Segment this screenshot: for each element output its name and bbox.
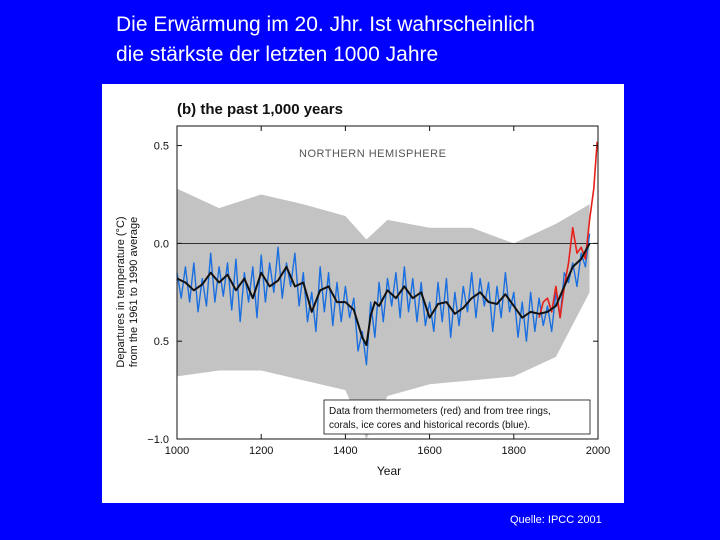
plot-area xyxy=(176,141,598,439)
y-axis-label-line-1: Departures in temperature (°C) xyxy=(115,216,127,367)
slide-title: Die Erwärmung im 20. Jhr. Ist wahrschein… xyxy=(116,10,676,70)
slide-title-line-1: Die Erwärmung im 20. Jhr. Ist wahrschein… xyxy=(116,13,535,36)
x-tick-label: 1800 xyxy=(502,445,526,457)
y-tick-label: 0.5 xyxy=(154,141,169,153)
legend-box xyxy=(323,399,591,435)
uncertainty-band xyxy=(177,188,590,439)
temperature-chart: (b) the past 1,000 years NORTHERN HEMISP… xyxy=(115,101,610,478)
y-tick-label: 0.0 xyxy=(154,238,169,250)
chart-title: (b) the past 1,000 years xyxy=(177,101,343,118)
figure-panel: (b) the past 1,000 years NORTHERN HEMISP… xyxy=(102,84,624,503)
y-axis-label-line-2: from the 1961 to 1990 average xyxy=(128,217,140,367)
smoothed-series-line xyxy=(176,242,591,347)
x-tick-label: 1400 xyxy=(333,445,357,457)
thermometer-series-line xyxy=(538,141,598,319)
x-tick-label: 1000 xyxy=(165,445,189,457)
legend-line-1: Data from thermometers (red) and from tr… xyxy=(329,406,551,417)
y-tick-label: −1.0 xyxy=(147,434,169,446)
x-tick-label: 1200 xyxy=(249,445,273,457)
chart-subtitle: NORTHERN HEMISPHERE xyxy=(299,148,446,160)
axes: 1000 1200 1400 1600 1800 2000 0.5 0.0 0.5 −1.0 xyxy=(147,125,610,457)
legend-line-2: corals, ice cores and historical records… xyxy=(329,420,530,431)
y-tick-label: 0.5 xyxy=(154,336,169,348)
x-tick-label: 1600 xyxy=(417,445,441,457)
x-axis-label: Year xyxy=(377,464,401,478)
slide-title-line-2: die stärkste der letzten 1000 Jahre xyxy=(116,43,439,66)
plot-frame xyxy=(176,125,599,440)
source-note: Quelle: IPCC 2001 xyxy=(510,514,602,526)
x-tick-label: 2000 xyxy=(586,445,610,457)
legend: Data from thermometers (red) and from tr… xyxy=(323,399,591,435)
